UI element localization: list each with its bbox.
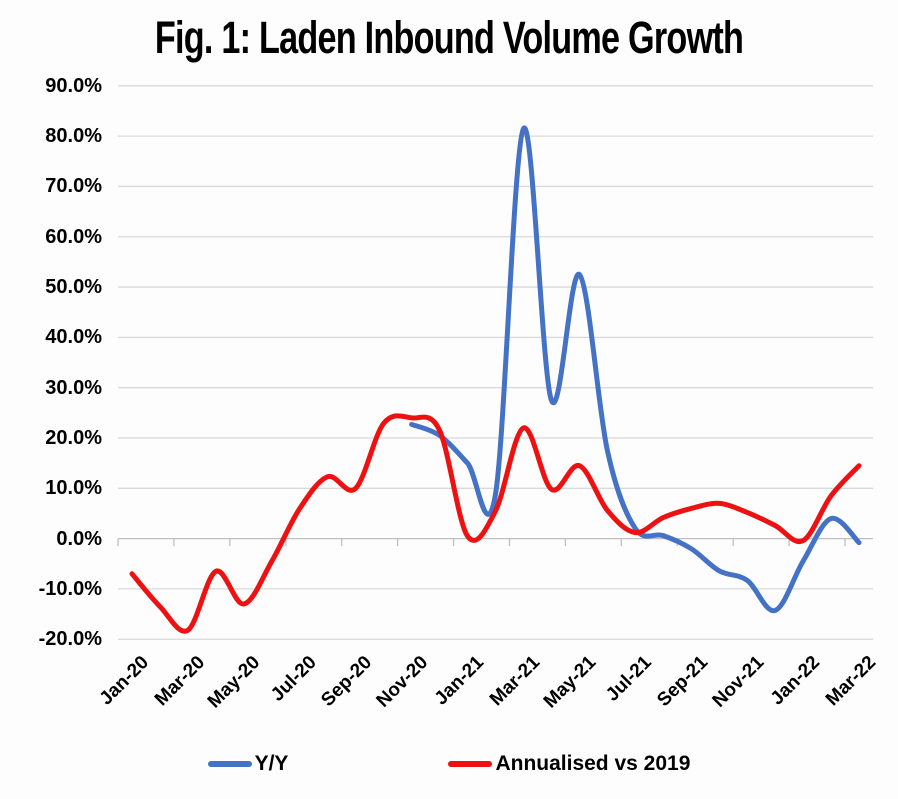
x-axis-line	[117, 537, 873, 547]
y-tick-label: 20.0%	[45, 426, 102, 449]
legend: Y/Y Annualised vs 2019	[0, 752, 898, 776]
y-tick-label: 90.0%	[45, 74, 102, 97]
series-lines	[129, 125, 862, 634]
y-tick-label: 70.0%	[45, 175, 102, 198]
gridlines	[118, 85, 873, 640]
yy-legend-line-marker	[207, 761, 252, 767]
yy-series-line	[409, 125, 862, 614]
y-tick-label: -10.0%	[38, 577, 102, 600]
y-tick-label: 10.0%	[45, 477, 102, 500]
chart-title: Fig. 1: Laden Inbound Volume Growth	[154, 12, 744, 63]
y-tick-label: 30.0%	[45, 376, 102, 399]
y-tick-label: 80.0%	[45, 125, 102, 148]
y-tick-label: 50.0%	[45, 276, 102, 299]
legend-label-yy: Y/Y	[254, 752, 289, 775]
y-tick-label: 40.0%	[45, 326, 102, 349]
legend-label-annualised: Annualised vs 2019	[495, 752, 691, 775]
legend-item-yy: Y/Y	[207, 752, 289, 776]
y-tick-label: 60.0%	[45, 225, 102, 248]
annualised-legend-line-marker	[448, 761, 493, 767]
y-tick-label: -20.0%	[38, 628, 102, 651]
y-tick-label: 0.0%	[56, 527, 102, 550]
annualised-series-line	[129, 413, 862, 634]
legend-item-annualised: Annualised vs 2019	[448, 752, 690, 776]
